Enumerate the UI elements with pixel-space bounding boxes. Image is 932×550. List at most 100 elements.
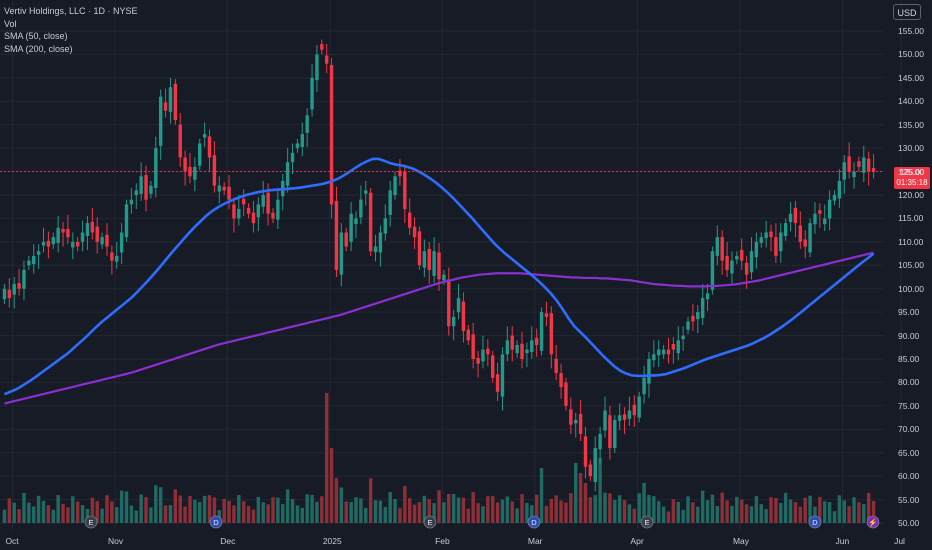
candle — [720, 230, 724, 275]
candle — [622, 407, 627, 434]
candle-body — [427, 248, 431, 270]
candle-body — [202, 134, 207, 138]
candle — [588, 459, 593, 481]
candle — [105, 223, 109, 256]
volume-bar — [823, 501, 827, 523]
svg-text:E: E — [88, 518, 93, 527]
candle-body — [564, 382, 568, 406]
candle — [217, 176, 221, 204]
candle-body — [691, 315, 695, 322]
volume-bar — [383, 507, 387, 523]
volume-bar — [578, 473, 583, 523]
candle-body — [437, 252, 441, 280]
candle-body — [510, 335, 514, 350]
candle-body — [686, 321, 690, 330]
volume-bar — [754, 496, 759, 523]
volume-bar — [212, 497, 217, 523]
volume-bar — [158, 487, 163, 523]
candle-body — [700, 298, 705, 318]
event-icon: ⚡ — [866, 515, 880, 529]
sma200-line — [4, 251, 874, 405]
candle-body — [403, 171, 407, 210]
volume-bar — [647, 495, 651, 523]
candle-body — [310, 77, 314, 110]
candle — [451, 309, 456, 341]
candle-body — [154, 148, 158, 188]
candle — [12, 277, 16, 309]
candle — [730, 251, 734, 286]
candle — [75, 237, 80, 252]
volume-bar — [495, 502, 500, 523]
candle — [124, 199, 129, 242]
candle — [700, 284, 705, 326]
candle — [603, 396, 607, 438]
price-tick: 55.00 — [898, 494, 920, 505]
candle — [256, 197, 261, 232]
volume-bar — [696, 506, 700, 523]
candle-body — [823, 218, 827, 225]
candle — [554, 344, 558, 381]
candle — [422, 239, 427, 277]
volume-bar — [500, 499, 505, 523]
candle-body — [56, 227, 60, 244]
candle — [134, 183, 138, 210]
dividend-icon: D — [209, 515, 223, 529]
volume-bar — [788, 499, 793, 523]
volume-bar — [241, 501, 246, 523]
candle — [578, 400, 583, 441]
candle-body — [866, 158, 871, 172]
candle-body — [349, 213, 353, 242]
volume-bar — [730, 505, 734, 523]
price-tick: 125.00 — [898, 166, 924, 177]
time-tick: Oct — [5, 536, 19, 546]
candle — [769, 224, 773, 252]
candle-body — [324, 55, 329, 64]
candle — [505, 326, 510, 362]
candle-body — [515, 344, 519, 354]
legend-sma50[interactable]: SMA (50, close) — [4, 31, 68, 41]
symbol-title[interactable]: Vertiv Holdings, LLC · 1D · NYSE — [4, 6, 138, 16]
candle-body — [725, 255, 729, 270]
price-tick: 115.00 — [898, 213, 924, 224]
candle — [163, 88, 168, 118]
candle-body — [803, 239, 807, 247]
candle-body — [862, 157, 866, 173]
price-tick: 80.00 — [898, 377, 920, 388]
candle-body — [617, 415, 622, 421]
candle — [798, 211, 803, 249]
time-tick: Feb — [435, 536, 450, 546]
volume-bar — [432, 503, 436, 523]
volume-bar — [808, 495, 812, 523]
candle — [129, 187, 134, 214]
currency-button[interactable]: USD — [893, 4, 921, 20]
volume-bar — [686, 496, 690, 523]
candle-body — [412, 226, 417, 238]
volume-bar — [627, 504, 632, 523]
candle — [373, 234, 378, 262]
volume-bar — [251, 509, 256, 523]
candle-body — [842, 162, 846, 180]
candle-body — [622, 414, 627, 420]
candle-body — [256, 204, 261, 218]
candle-body — [300, 134, 304, 147]
dividend-icon: D — [527, 515, 541, 529]
candle-body — [852, 171, 856, 178]
volume-bar — [344, 501, 348, 523]
candle — [427, 241, 431, 285]
candle-body — [212, 155, 217, 186]
candle-body — [495, 374, 500, 392]
candle — [803, 230, 807, 259]
legend-sma200[interactable]: SMA (200, close) — [4, 43, 73, 54]
candle-body — [588, 464, 593, 477]
time-tick: Jun — [835, 536, 850, 546]
candle — [569, 397, 573, 434]
candle-body — [749, 251, 754, 273]
candle — [368, 187, 373, 256]
candle-body — [168, 87, 173, 112]
volume-bar — [569, 493, 573, 523]
volume-bar — [139, 494, 143, 523]
legend-vol[interactable]: Vol — [4, 18, 17, 29]
volume-bar — [173, 489, 178, 523]
candle — [412, 217, 417, 249]
